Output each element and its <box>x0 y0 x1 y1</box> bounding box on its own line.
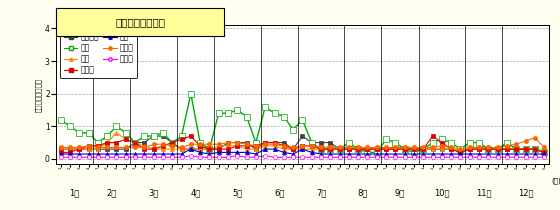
Text: (週): (週) <box>552 178 560 184</box>
Text: 8月: 8月 <box>358 189 368 198</box>
Text: 保健所別発生動向: 保健所別発生動向 <box>115 17 165 27</box>
Legend: 四国中央, 今治, 中予, 宇和島, 西条, 松山市, 八幡浜: 四国中央, 今治, 中予, 宇和島, 西条, 松山市, 八幡浜 <box>60 29 137 78</box>
Text: 10月: 10月 <box>434 189 450 198</box>
Text: 11月: 11月 <box>476 189 492 198</box>
Text: 3月: 3月 <box>148 189 159 198</box>
Text: 9月: 9月 <box>395 189 405 198</box>
Text: 7月: 7月 <box>316 189 326 198</box>
Text: 4月: 4月 <box>190 189 200 198</box>
Text: 6月: 6月 <box>274 189 284 198</box>
Text: 12月: 12月 <box>518 189 533 198</box>
Y-axis label: 定点当たり報告数: 定点当たり報告数 <box>35 77 42 112</box>
Text: 5月: 5月 <box>232 189 242 198</box>
Text: 1月: 1月 <box>69 189 80 198</box>
Text: 2月: 2月 <box>106 189 117 198</box>
